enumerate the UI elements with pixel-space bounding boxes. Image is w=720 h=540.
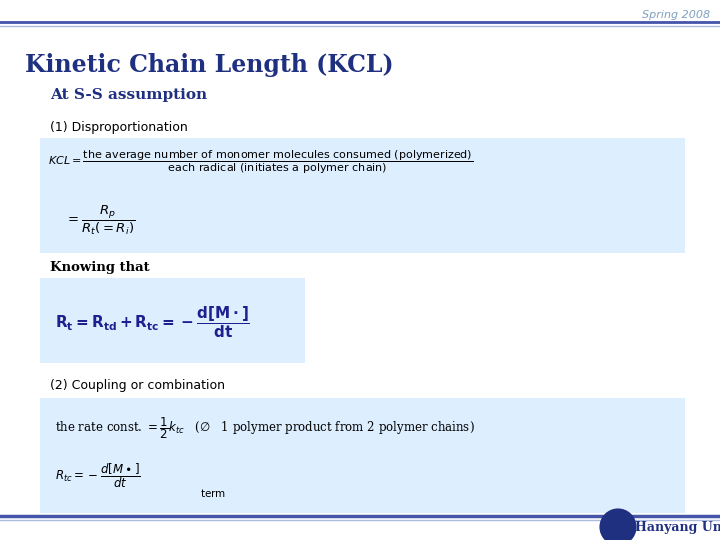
Text: Hanyang Univ: Hanyang Univ <box>635 521 720 534</box>
Text: $\mathrm{term}$: $\mathrm{term}$ <box>200 487 226 499</box>
Bar <box>40 398 685 513</box>
Text: $= \dfrac{R_p}{R_t(= R_i)}$: $= \dfrac{R_p}{R_t(= R_i)}$ <box>65 203 135 237</box>
Circle shape <box>612 521 624 533</box>
Text: Knowing that: Knowing that <box>50 261 150 274</box>
Text: $KCL = \dfrac{\mathrm{the\ average\ number\ of\ monomer\ molecules\ consumed\ (p: $KCL = \dfrac{\mathrm{the\ average\ numb… <box>48 148 473 176</box>
Text: Spring 2008: Spring 2008 <box>642 10 710 20</box>
Bar <box>40 138 685 253</box>
Text: Kinetic Chain Length (KCL): Kinetic Chain Length (KCL) <box>25 53 394 77</box>
Text: $R_{tc} = -\dfrac{d[M\bullet]}{dt}$: $R_{tc} = -\dfrac{d[M\bullet]}{dt}$ <box>55 462 141 490</box>
Text: (2) Coupling or combination: (2) Coupling or combination <box>50 379 225 392</box>
Bar <box>40 278 305 363</box>
Text: $\mathbf{R_t = R_{td} + R_{tc} = -\dfrac{d[M\bullet]}{dt}}$: $\mathbf{R_t = R_{td} + R_{tc} = -\dfrac… <box>55 304 250 340</box>
Text: (1) Disproportionation: (1) Disproportionation <box>50 122 188 134</box>
Text: the rate const. $= \dfrac{1}{2} k_{tc}$   ($\emptyset$   1 polymer product from : the rate const. $= \dfrac{1}{2} k_{tc}$ … <box>55 415 474 441</box>
Text: At S-S assumption: At S-S assumption <box>50 88 207 102</box>
